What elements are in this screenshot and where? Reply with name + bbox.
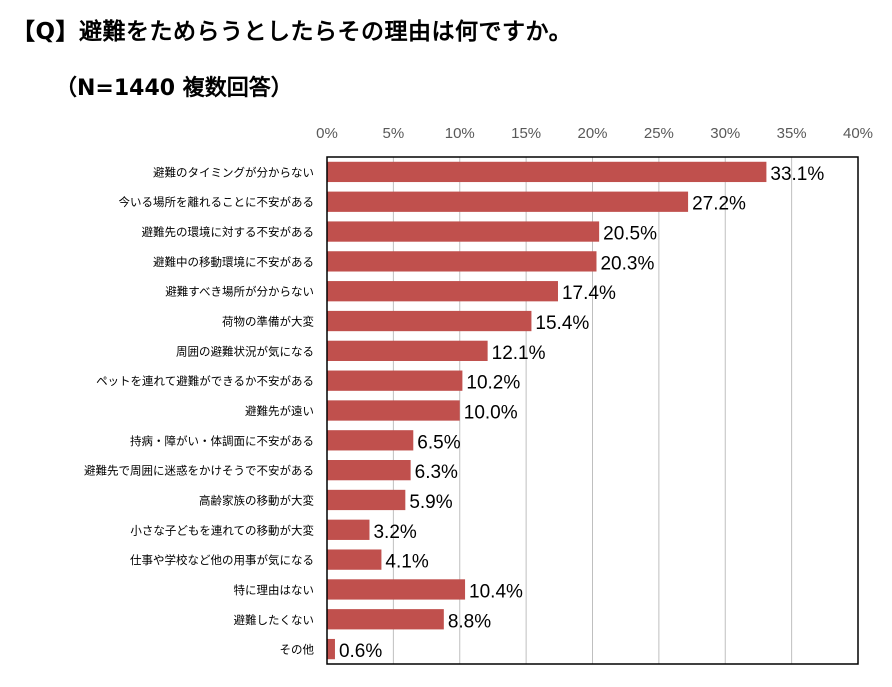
category-label: ペットを連れて避難ができるか不安がある [96, 374, 314, 388]
page-title: 【Q】避難をためらうとしたらその理由は何ですか。 [12, 19, 573, 45]
category-label: 周囲の避難状況が気になる [176, 344, 314, 358]
category-label: 避難先が遠い [245, 404, 314, 418]
data-label: 10.2% [466, 373, 520, 394]
page-subtitle: （N=1440 複数回答） [55, 76, 293, 101]
category-label: 避難先の環境に対する不安がある [142, 225, 315, 239]
bar [327, 609, 444, 630]
category-label: 持病・障がい・体調面に不安がある [130, 434, 314, 448]
data-label: 6.3% [415, 462, 458, 483]
category-label: 特に理由はない [234, 583, 315, 597]
bar [327, 460, 411, 481]
category-label: その他 [280, 643, 315, 657]
bar [327, 489, 406, 511]
data-label: 6.5% [417, 432, 460, 453]
data-label: 4.1% [385, 552, 428, 573]
x-tick-label: 0% [316, 125, 338, 142]
data-label: 17.4% [562, 283, 616, 304]
data-label: 3.2% [373, 522, 416, 543]
x-tick-label: 10% [445, 125, 475, 142]
category-label: 避難先で周囲に迷惑をかけそうで不安がある [84, 464, 314, 478]
data-label: 0.6% [339, 641, 382, 662]
bar [327, 579, 466, 600]
data-label: 20.3% [600, 253, 654, 274]
category-label: 今いる場所を離れることに不安がある [119, 195, 315, 209]
category-label: 避難したくない [234, 613, 315, 627]
value-labels: 33.1% 27.2% 20.5% 20.3% 17.4% 15.4% 12.1% 10.2%… [339, 164, 824, 662]
x-tick-label: 40% [843, 125, 873, 142]
x-tick-label: 30% [710, 125, 740, 142]
category-label: 避難中の移動環境に不安がある [153, 255, 314, 269]
bars [327, 161, 767, 660]
data-label: 12.1% [492, 343, 546, 364]
bar [327, 549, 382, 570]
x-tick-label: 5% [383, 125, 405, 142]
category-label: 小さな子どもを連れての移動が大変 [130, 523, 314, 537]
bar [327, 340, 488, 361]
data-label: 8.8% [448, 611, 491, 632]
x-tick-label: 35% [777, 125, 807, 142]
x-tick-label: 25% [644, 125, 674, 142]
data-label: 20.5% [603, 224, 657, 245]
bar [327, 310, 532, 332]
x-tick-label: 15% [511, 125, 541, 142]
bar [327, 161, 767, 183]
category-label: 避難のタイミングが分からない [153, 165, 314, 179]
x-axis-ticks: 0% 5% 10% 15% 20% 25% 30% 35% 40% [316, 125, 873, 142]
data-label: 10.0% [464, 403, 518, 424]
bar [327, 638, 335, 660]
bar [327, 430, 414, 451]
bar [327, 519, 370, 540]
bar [327, 191, 689, 212]
x-tick-label: 20% [577, 125, 607, 142]
bar [327, 251, 597, 272]
bar [327, 221, 600, 242]
data-label: 33.1% [770, 164, 824, 185]
plot-area-frame [326, 156, 859, 665]
category-label: 避難すべき場所が分からない [165, 285, 314, 299]
data-label: 5.9% [409, 492, 452, 513]
bar [327, 281, 558, 302]
category-label: 仕事や学校など他の用事が気になる [130, 553, 314, 567]
data-label: 10.4% [469, 581, 523, 602]
bar [327, 400, 460, 421]
category-label: 荷物の準備が大変 [222, 315, 314, 329]
category-labels: 避難のタイミングが分からない今いる場所を離れることに不安がある避難先の環境に対す… [84, 165, 314, 656]
data-label: 27.2% [692, 194, 746, 215]
bar [327, 370, 463, 391]
category-label: 高齢家族の移動が大変 [199, 493, 314, 507]
data-label: 15.4% [535, 313, 589, 334]
